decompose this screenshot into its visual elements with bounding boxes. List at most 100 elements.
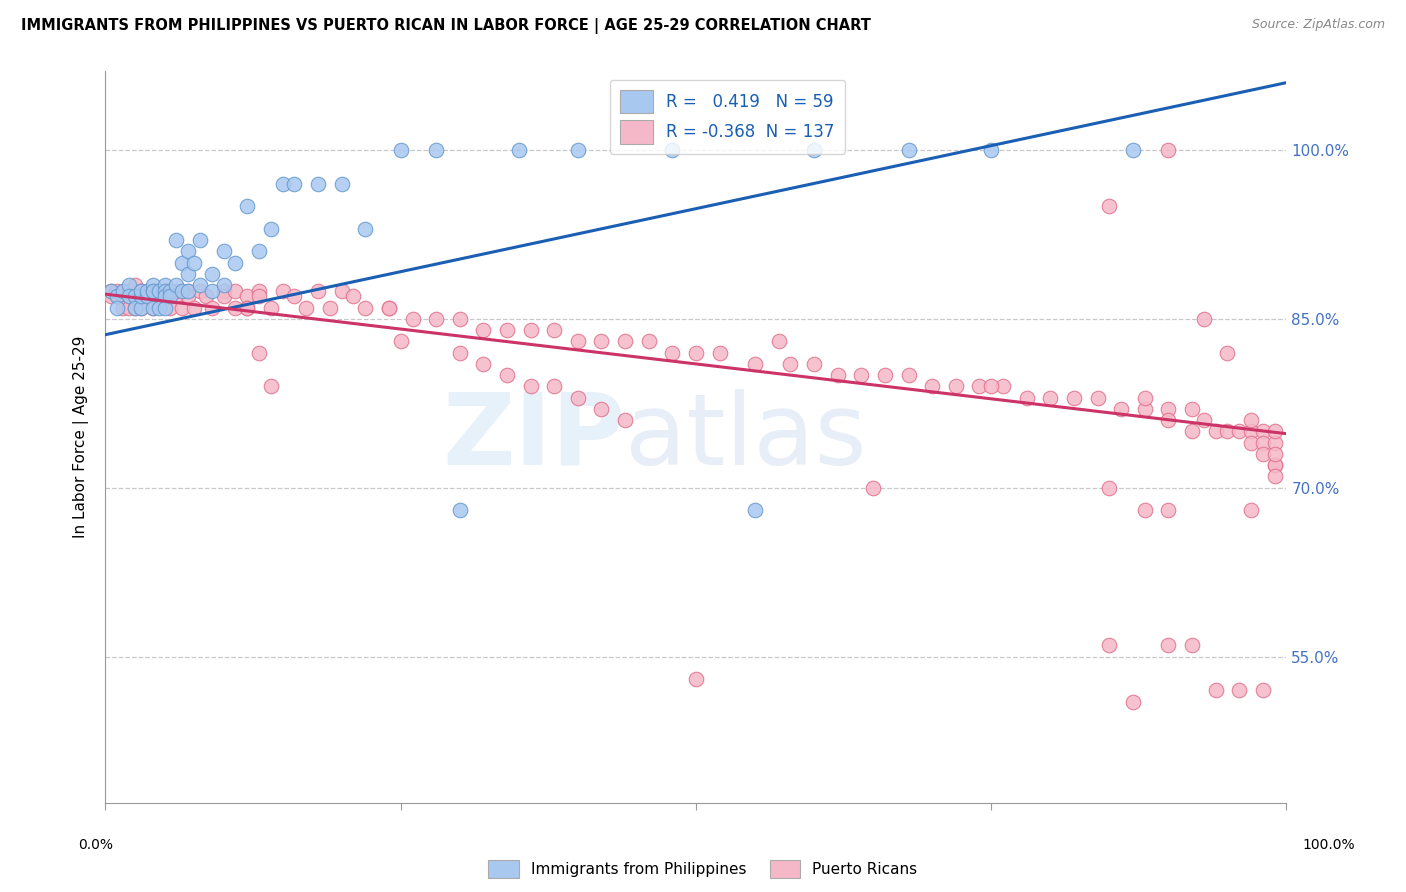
Point	[201, 301, 224, 315]
Point	[873, 368, 896, 383]
Point	[148, 289, 170, 303]
Point	[378, 301, 401, 315]
Point	[105, 301, 128, 315]
Point	[897, 143, 920, 157]
Point	[100, 284, 122, 298]
Point	[148, 301, 170, 315]
Point	[129, 289, 152, 303]
Point	[135, 289, 157, 303]
Point	[389, 334, 412, 349]
Point	[1133, 503, 1156, 517]
Point	[330, 284, 353, 298]
Point	[1251, 435, 1274, 450]
Point	[142, 301, 165, 315]
Point	[827, 368, 849, 383]
Point	[177, 244, 200, 259]
Point	[1109, 401, 1132, 416]
Point	[124, 301, 146, 315]
Point	[148, 284, 170, 298]
Point	[153, 301, 176, 315]
Point	[188, 278, 211, 293]
Point	[236, 301, 259, 315]
Point	[803, 143, 825, 157]
Point	[567, 391, 589, 405]
Point	[685, 345, 707, 359]
Point	[165, 284, 187, 298]
Point	[354, 301, 377, 315]
Point	[1240, 435, 1263, 450]
Point	[118, 301, 141, 315]
Text: ZIP: ZIP	[443, 389, 626, 485]
Point	[496, 368, 519, 383]
Point	[142, 301, 165, 315]
Point	[1157, 638, 1180, 652]
Point	[1192, 413, 1215, 427]
Point	[201, 284, 224, 298]
Point	[142, 278, 165, 293]
Point	[224, 284, 246, 298]
Point	[194, 289, 217, 303]
Point	[1264, 458, 1286, 473]
Point	[129, 301, 152, 315]
Point	[1098, 199, 1121, 213]
Point	[247, 289, 270, 303]
Point	[142, 289, 165, 303]
Point	[212, 284, 235, 298]
Point	[118, 278, 141, 293]
Point	[159, 301, 181, 315]
Point	[661, 345, 683, 359]
Point	[105, 289, 128, 303]
Point	[188, 284, 211, 298]
Point	[543, 323, 565, 337]
Point	[183, 255, 205, 269]
Point	[1087, 391, 1109, 405]
Point	[803, 357, 825, 371]
Point	[980, 379, 1002, 393]
Point	[1181, 638, 1204, 652]
Point	[1122, 143, 1144, 157]
Point	[1264, 469, 1286, 483]
Point	[142, 284, 165, 298]
Point	[224, 301, 246, 315]
Point	[142, 284, 165, 298]
Point	[389, 143, 412, 157]
Point	[851, 368, 873, 383]
Point	[100, 284, 122, 298]
Point	[118, 284, 141, 298]
Point	[768, 334, 790, 349]
Point	[862, 481, 884, 495]
Point	[260, 301, 283, 315]
Point	[1192, 312, 1215, 326]
Point	[496, 323, 519, 337]
Point	[425, 143, 447, 157]
Point	[921, 379, 943, 393]
Point	[105, 284, 128, 298]
Point	[177, 284, 200, 298]
Point	[1181, 425, 1204, 439]
Text: atlas: atlas	[626, 389, 866, 485]
Point	[945, 379, 967, 393]
Point	[135, 289, 157, 303]
Point	[1205, 425, 1227, 439]
Point	[1251, 447, 1274, 461]
Point	[112, 284, 135, 298]
Point	[135, 284, 157, 298]
Point	[135, 284, 157, 298]
Point	[342, 289, 364, 303]
Point	[543, 379, 565, 393]
Point	[124, 289, 146, 303]
Point	[212, 278, 235, 293]
Point	[212, 289, 235, 303]
Point	[472, 357, 495, 371]
Point	[991, 379, 1014, 393]
Point	[159, 284, 181, 298]
Point	[567, 334, 589, 349]
Point	[1133, 391, 1156, 405]
Point	[519, 323, 541, 337]
Point	[129, 289, 152, 303]
Point	[124, 289, 146, 303]
Point	[969, 379, 991, 393]
Point	[142, 284, 165, 298]
Point	[449, 345, 471, 359]
Point	[637, 334, 659, 349]
